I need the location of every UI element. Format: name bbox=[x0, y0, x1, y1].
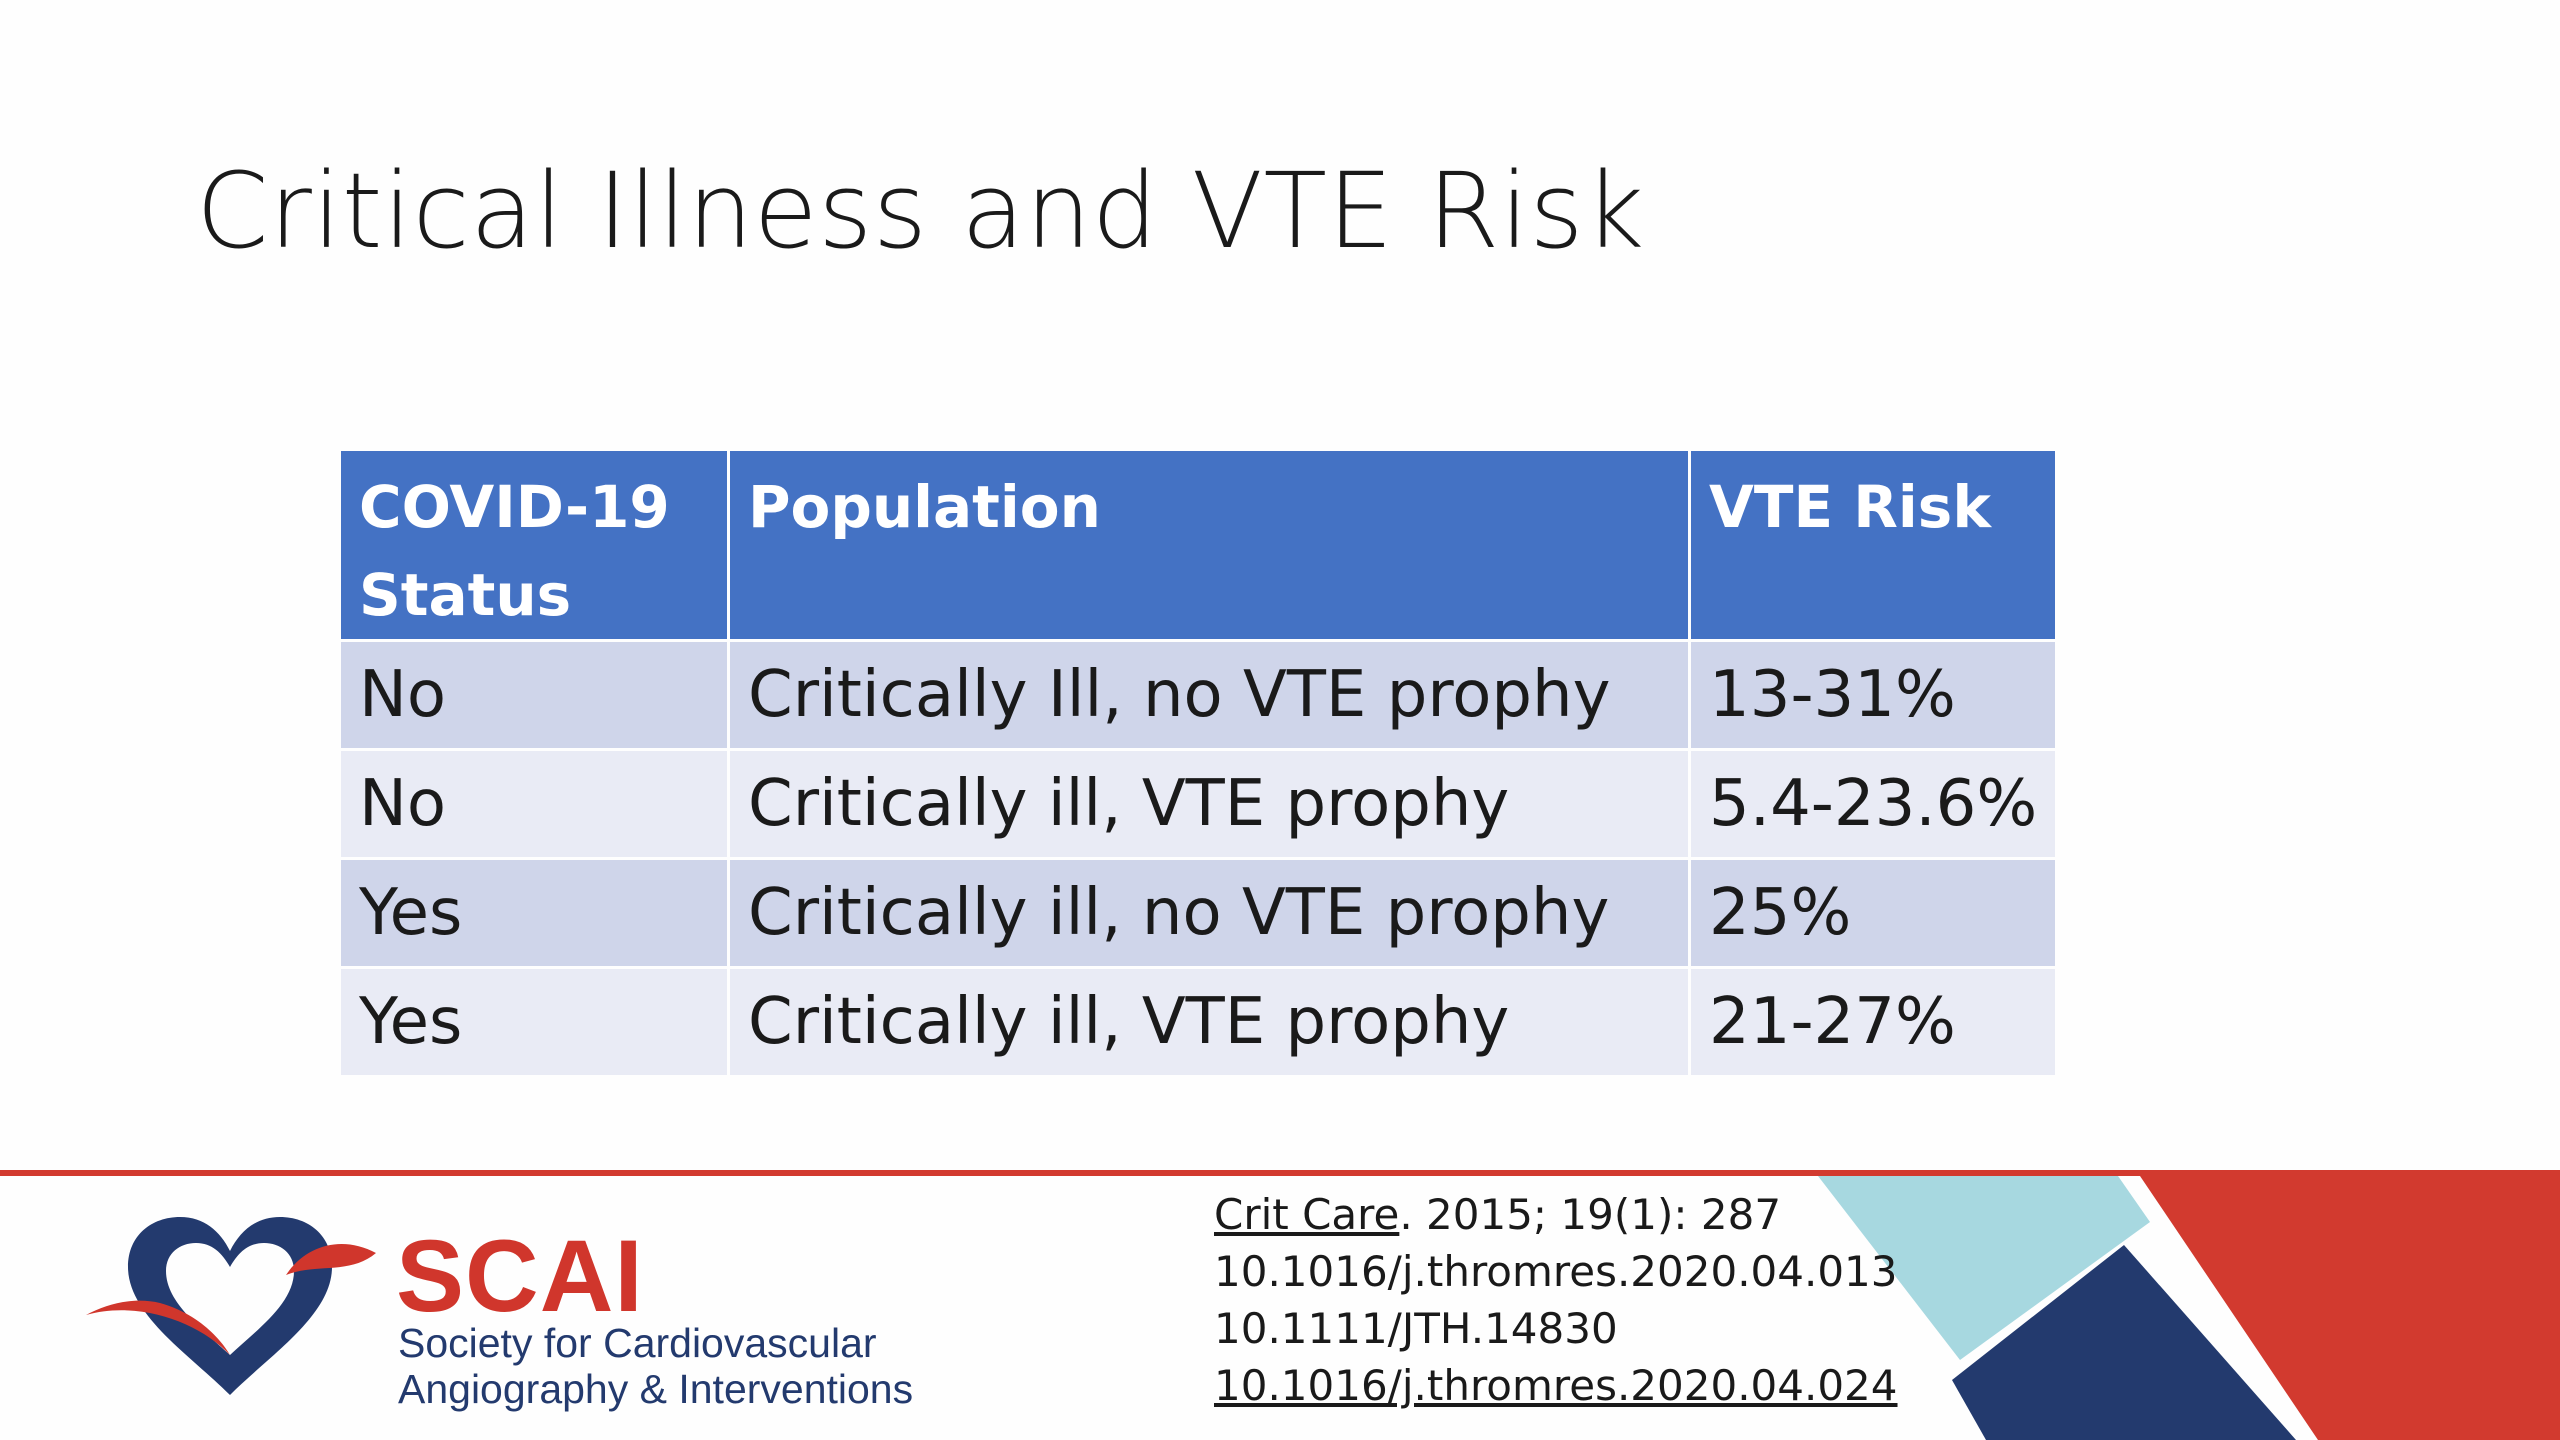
logo-subtitle-line: Society for Cardiovascular bbox=[398, 1320, 877, 1366]
cell-population: Critically ill, VTE prophy bbox=[730, 969, 1688, 1075]
table-row: No Critically Ill, no VTE prophy 13-31% bbox=[341, 642, 2056, 748]
cell-population: Critically ill, no VTE prophy bbox=[730, 860, 1688, 966]
table-row: Yes Critically ill, VTE prophy 21-27% bbox=[341, 969, 2056, 1075]
cell-vte-risk: 13-31% bbox=[1691, 642, 2056, 748]
cell-vte-risk: 21-27% bbox=[1691, 969, 2056, 1075]
reference-journal-link[interactable]: Crit Care bbox=[1214, 1190, 1400, 1239]
references: Crit Care. 2015; 19(1): 287 10.1016/j.th… bbox=[1214, 1186, 1898, 1414]
cell-population: Critically ill, VTE prophy bbox=[730, 751, 1688, 857]
scai-logo-subtitle: Society for Cardiovascular Angiography &… bbox=[398, 1320, 913, 1412]
cell-vte-risk: 25% bbox=[1691, 860, 2056, 966]
cell-covid-status: No bbox=[341, 751, 727, 857]
scai-heart-logo-icon bbox=[86, 1217, 376, 1395]
cell-population: Critically Ill, no VTE prophy bbox=[730, 642, 1688, 748]
logo-subtitle-line: Angiography & Interventions bbox=[398, 1366, 914, 1412]
cell-covid-status: Yes bbox=[341, 969, 727, 1075]
reference-line: 10.1016/j.thromres.2020.04.013 bbox=[1214, 1247, 1898, 1296]
slide-title: Critical Illness and VTE Risk bbox=[196, 150, 1645, 272]
table-row: Yes Critically ill, no VTE prophy 25% bbox=[341, 860, 2056, 966]
footer-divider bbox=[0, 1170, 2560, 1176]
cell-covid-status: Yes bbox=[341, 860, 727, 966]
header-population: Population bbox=[730, 451, 1688, 639]
table-header-row: COVID-19 Status Population VTE Risk bbox=[341, 451, 2056, 639]
light-blue-shape bbox=[1818, 1176, 2150, 1360]
table-row: No Critically ill, VTE prophy 5.4-23.6% bbox=[341, 751, 2056, 857]
cell-vte-risk: 5.4-23.6% bbox=[1691, 751, 2056, 857]
reference-line: Crit Care. 2015; 19(1): 287 bbox=[1214, 1186, 1898, 1243]
header-covid-status: COVID-19 Status bbox=[341, 451, 727, 639]
scai-logo-name: SCAI bbox=[396, 1219, 644, 1333]
header-vte-risk: VTE Risk bbox=[1691, 451, 2056, 639]
cell-covid-status: No bbox=[341, 642, 727, 748]
red-corner-shape bbox=[2140, 1176, 2560, 1440]
vte-risk-table: COVID-19 Status Population VTE Risk No C… bbox=[338, 448, 2058, 1078]
reference-link[interactable]: 10.1016/j.thromres.2020.04.024 bbox=[1214, 1361, 1898, 1410]
navy-shape bbox=[1952, 1245, 2296, 1440]
reference-journal-detail: . 2015; 19(1): 287 bbox=[1399, 1190, 1782, 1239]
reference-line: 10.1111/JTH.14830 bbox=[1214, 1304, 1618, 1353]
